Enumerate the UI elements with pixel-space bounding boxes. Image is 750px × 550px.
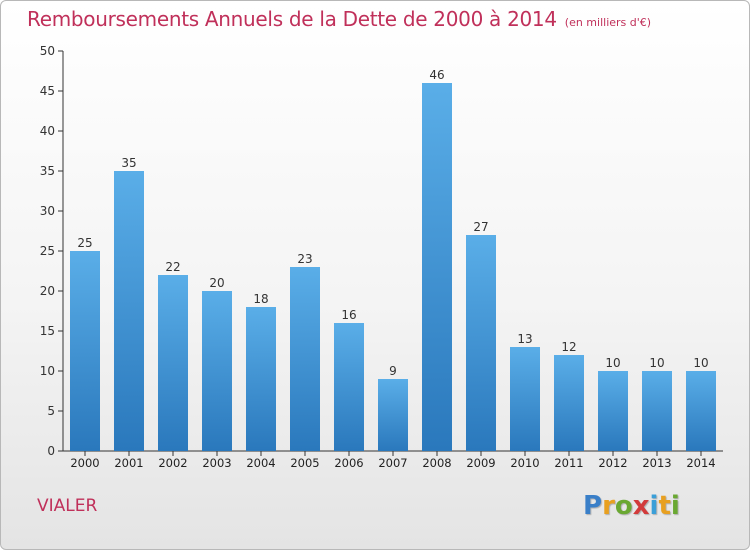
x-tick-label: 2011 <box>554 456 583 470</box>
bar-2004 <box>246 307 276 451</box>
x-tick-label: 2007 <box>378 456 407 470</box>
y-tick-label: 30 <box>40 204 55 218</box>
bar-2012 <box>598 371 628 451</box>
y-tick-label: 15 <box>40 324 55 338</box>
y-tick-label: 10 <box>40 364 55 378</box>
bar-2014 <box>686 371 716 451</box>
bar-2008 <box>422 83 452 451</box>
bar-value-label: 16 <box>341 308 356 322</box>
y-tick-label: 25 <box>40 244 55 258</box>
x-tick-label: 2005 <box>290 456 319 470</box>
y-tick-label: 35 <box>40 164 55 178</box>
bar-value-label: 9 <box>389 364 397 378</box>
y-tick-label: 40 <box>40 124 55 138</box>
y-tick-label: 5 <box>47 404 55 418</box>
bar-2005 <box>290 267 320 451</box>
bar-value-label: 12 <box>561 340 576 354</box>
y-tick-label: 20 <box>40 284 55 298</box>
bar-2013 <box>642 371 672 451</box>
x-tick-label: 2003 <box>202 456 231 470</box>
bar-value-label: 10 <box>605 356 620 370</box>
commune-name: VIALER <box>37 496 98 516</box>
logo-letter: P <box>583 491 603 521</box>
bar-value-label: 20 <box>209 276 224 290</box>
y-tick-label: 50 <box>40 44 55 58</box>
bar-value-label: 27 <box>473 220 488 234</box>
bar-value-label: 13 <box>517 332 532 346</box>
bar-value-label: 10 <box>649 356 664 370</box>
x-tick-label: 2004 <box>246 456 275 470</box>
logo-letter: i <box>670 491 680 521</box>
bar-value-label: 23 <box>297 252 312 266</box>
proxiti-logo: Proxiti <box>583 491 680 521</box>
x-tick-label: 2001 <box>114 456 143 470</box>
x-tick-label: 2008 <box>422 456 451 470</box>
x-tick-label: 2014 <box>686 456 715 470</box>
logo-letter: i <box>649 491 659 521</box>
bar-2002 <box>158 275 188 451</box>
bar-value-label: 18 <box>253 292 268 306</box>
chart-title-text: Remboursements Annuels de la Dette de 20… <box>27 7 557 31</box>
x-tick-label: 2002 <box>158 456 187 470</box>
chart-bars: 25 35 22 20 18 23 16 9 46 27 13 12 10 10 10 <box>70 68 716 451</box>
bar-2011 <box>554 355 584 451</box>
bar-2006 <box>334 323 364 451</box>
bar-2007 <box>378 379 408 451</box>
bar-value-label: 46 <box>429 68 444 82</box>
chart-title: Remboursements Annuels de la Dette de 20… <box>27 7 651 31</box>
bar-2010 <box>510 347 540 451</box>
x-tick-label: 2009 <box>466 456 495 470</box>
chart-axes: 0 5 10 15 20 25 30 35 40 45 50 2000 2001 2002 2003 2004… <box>40 44 723 470</box>
bar-value-label: 10 <box>693 356 708 370</box>
logo-letter: x <box>632 491 650 521</box>
chart-unit: (en milliers d'€) <box>564 16 652 29</box>
bar-2003 <box>202 291 232 451</box>
bar-value-label: 25 <box>77 236 92 250</box>
bar-2000 <box>70 251 100 451</box>
logo-letter: o <box>614 491 633 521</box>
x-tick-label: 2000 <box>70 456 99 470</box>
bar-2009 <box>466 235 496 451</box>
x-tick-label: 2013 <box>642 456 671 470</box>
y-tick-label: 0 <box>47 444 55 458</box>
logo-letter: r <box>602 491 615 521</box>
x-tick-label: 2010 <box>510 456 539 470</box>
y-tick-label: 45 <box>40 84 55 98</box>
x-tick-label: 2012 <box>598 456 627 470</box>
bar-2001 <box>114 171 144 451</box>
bar-value-label: 22 <box>165 260 180 274</box>
x-tick-label: 2006 <box>334 456 363 470</box>
logo-letter: t <box>658 491 671 521</box>
bar-value-label: 35 <box>121 156 136 170</box>
